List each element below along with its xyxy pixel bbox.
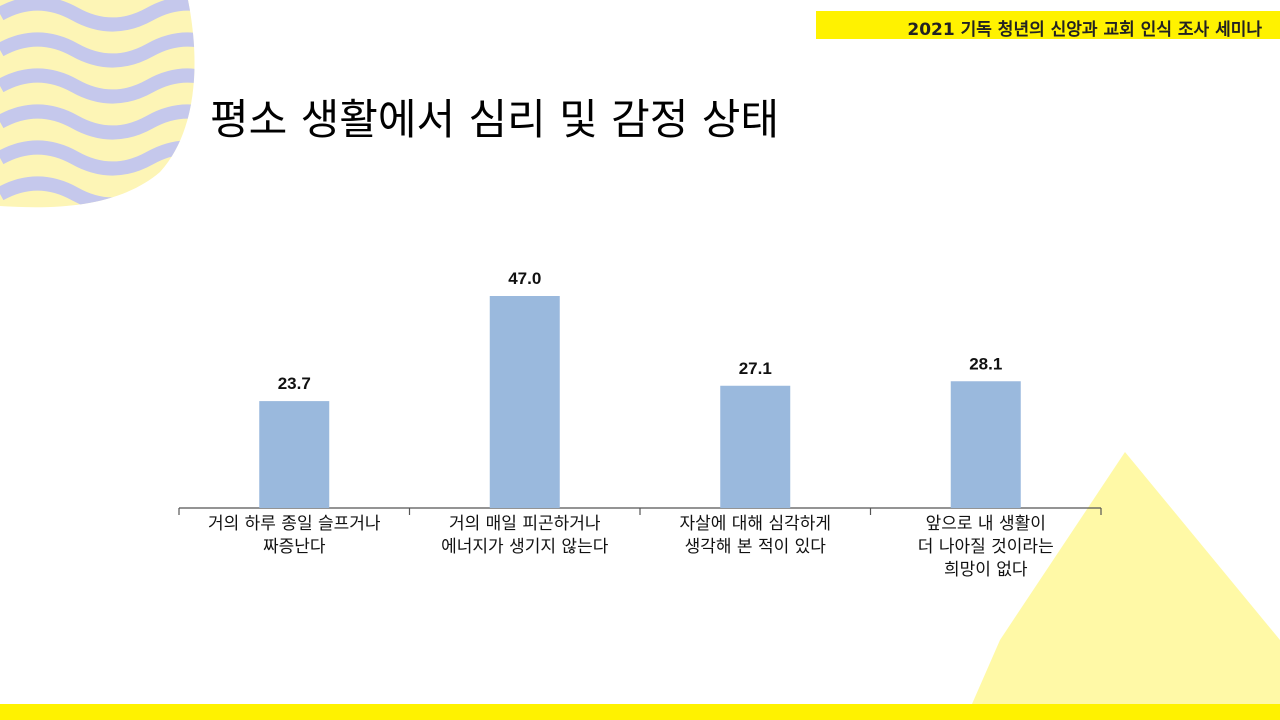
category-label-line: 앞으로 내 생활이 — [925, 514, 1046, 534]
seminar-banner: 2021 기독 청년의 신앙과 교회 인식 조사 세미나 — [816, 11, 1280, 40]
yellow-triangle-decoration — [965, 452, 1280, 720]
slide-title: 평소 생활에서 심리 및 감정 상태 — [210, 95, 780, 144]
category-label-line: 짜증난다 — [262, 537, 326, 557]
category-label-line: 에너지가 생기지 않는다 — [441, 537, 609, 557]
category-label-line: 생각해 본 적이 있다 — [684, 537, 826, 557]
bar — [950, 381, 1021, 508]
bar — [489, 296, 560, 508]
seminar-title: 2021 기독 청년의 신앙과 교회 인식 조사 세미나 — [907, 20, 1262, 40]
bar — [720, 385, 791, 508]
data-label: 27.1 — [739, 359, 772, 378]
wave-blob — [0, 0, 195, 208]
category-label-line: 자살에 대해 심각하게 — [679, 514, 832, 534]
bottom-accent-bar — [0, 704, 1280, 720]
category-label-line: 거의 하루 종일 슬프거나 — [207, 514, 381, 534]
category-label-line: 희망이 없다 — [943, 560, 1028, 580]
category-label-line: 거의 매일 피곤하거나 — [448, 514, 601, 534]
bar — [259, 401, 330, 508]
category-label-line: 더 나아질 것이라는 — [917, 537, 1054, 557]
data-label: 28.1 — [969, 354, 1002, 373]
data-label: 23.7 — [278, 374, 311, 393]
data-label: 47.0 — [508, 269, 541, 288]
